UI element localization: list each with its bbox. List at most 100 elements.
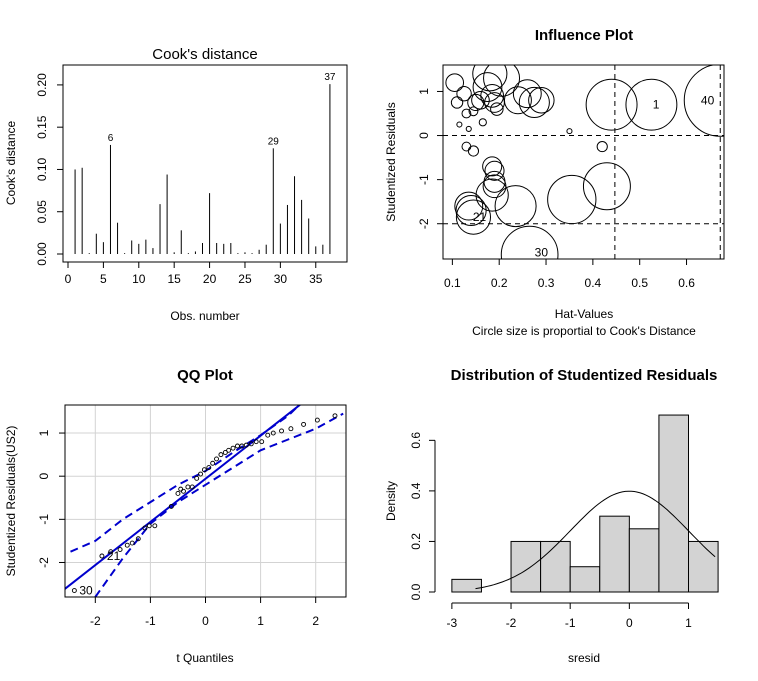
influence-point — [547, 174, 597, 225]
qq-point — [259, 439, 265, 445]
qq-point — [189, 484, 195, 490]
qq-point — [129, 540, 135, 546]
histogram-x-tick-label: -2 — [506, 616, 517, 630]
cooks-x-tick-label: 35 — [309, 272, 323, 286]
cooks-y-tick-label: 0.05 — [35, 200, 49, 224]
histogram-x-tick-label: -3 — [447, 616, 458, 630]
qq-point — [314, 417, 320, 423]
cooks-x-tick-label: 20 — [203, 272, 217, 286]
qq-title: QQ Plot — [177, 367, 233, 384]
histogram-x-tick-label: 0 — [626, 616, 633, 630]
cooks-x-tick-label: 30 — [274, 272, 288, 286]
influence-point — [566, 128, 573, 135]
qq-x-tick-label: -1 — [145, 614, 156, 628]
qq-point — [222, 450, 228, 455]
cooks-x-tick-label: 15 — [168, 272, 182, 286]
influence-point — [490, 102, 504, 116]
qq-point — [124, 542, 130, 548]
influence-x-tick-label: 0.2 — [491, 276, 508, 290]
histogram-bar — [628, 528, 660, 593]
influence-x-tick-label: 0.6 — [678, 276, 695, 290]
influence-ylabel: Studentized Residuals — [384, 102, 398, 221]
influence-x-tick-label: 0.1 — [444, 276, 461, 290]
influence-xlabel: Hat-Values — [555, 307, 613, 321]
qq-x-tick-label: -2 — [90, 614, 101, 628]
influence-point — [596, 140, 608, 153]
qq-point — [181, 488, 186, 494]
qq-y-tick-label: 0 — [37, 473, 51, 480]
qq-x-tick-label: 1 — [257, 614, 264, 628]
influence-point — [528, 87, 555, 114]
qq-point — [71, 588, 77, 593]
influence-point — [484, 160, 505, 181]
influence-point — [483, 65, 521, 97]
qq-point — [135, 536, 141, 542]
cooks-point-label: 37 — [324, 72, 336, 83]
influence-point — [465, 125, 472, 132]
qq-point-label: 21 — [107, 549, 121, 563]
cooks-point-label: 29 — [268, 136, 280, 147]
histogram-title: Distribution of Studentized Residuals — [451, 367, 718, 384]
cooks-distance-panel: Cook's distance 0 5 10 15 20 25 30 35 0.00 0.05 0… — [4, 46, 348, 323]
histogram-density-curve — [475, 490, 716, 590]
qq-point — [117, 547, 123, 552]
qq-point — [270, 430, 276, 436]
cooks-y-tick-label: 0.20 — [35, 73, 49, 97]
histogram-panel: Distribution of Studentized Residuals -3… — [384, 367, 719, 665]
influence-point — [454, 191, 484, 221]
qq-point — [279, 428, 284, 434]
histogram-x-tick-label: -1 — [565, 616, 576, 630]
qq-point — [230, 445, 236, 451]
influence-subtitle: Circle size is proportial to Cook's Dist… — [472, 324, 696, 338]
influence-point-label: 40 — [701, 93, 715, 107]
influence-point — [582, 162, 631, 211]
influence-point — [456, 121, 463, 128]
histogram-bar — [540, 540, 571, 593]
qq-y-tick-label: 1 — [37, 429, 51, 436]
histogram-bar — [599, 515, 630, 593]
influence-point — [503, 86, 532, 115]
qq-point — [201, 467, 207, 473]
qq-point — [214, 456, 219, 462]
histogram-y-tick-label: 0.0 — [409, 583, 423, 600]
influence-point — [475, 178, 509, 212]
influence-point — [683, 65, 724, 137]
cooks-y-tick-label: 0.00 — [35, 242, 49, 266]
histogram-x-tick-label: 1 — [685, 616, 692, 630]
qq-x-tick-label: 0 — [202, 614, 209, 628]
qq-point — [243, 442, 249, 448]
influence-point — [471, 90, 490, 110]
qq-point — [226, 447, 232, 453]
influence-y-tick-label: -2 — [417, 218, 431, 229]
qq-point — [218, 452, 224, 458]
qq-point — [99, 553, 105, 559]
influence-y-tick-label: 0 — [417, 132, 431, 139]
cooks-x-tick-label: 0 — [65, 272, 72, 286]
influence-x-tick-label: 0.4 — [585, 276, 602, 290]
influence-point — [500, 225, 559, 259]
cooks-point-label: 6 — [108, 133, 114, 144]
qq-lower-envelope — [94, 412, 344, 597]
cooks-plot-box — [62, 64, 348, 263]
qq-point — [206, 465, 212, 471]
qq-x-tick-label: 2 — [312, 614, 319, 628]
influence-point — [512, 79, 542, 109]
qq-point — [175, 490, 181, 496]
qq-point — [142, 525, 148, 531]
influence-point — [472, 72, 503, 102]
qq-point — [194, 475, 200, 481]
histogram-xlabel: sresid — [568, 651, 600, 665]
histogram-ylabel: Density — [384, 481, 398, 521]
qq-y-tick-label: -1 — [37, 514, 51, 525]
qq-point — [108, 549, 114, 555]
cooks-title: Cook's distance — [152, 46, 257, 63]
cooks-y-tick-label: 0.15 — [35, 115, 49, 139]
influence-point — [518, 86, 550, 119]
histogram-bar — [451, 578, 482, 593]
influence-x-tick-label: 0.5 — [631, 276, 648, 290]
histogram-bar — [510, 540, 542, 593]
qq-point — [332, 413, 338, 419]
qq-point — [265, 432, 271, 438]
